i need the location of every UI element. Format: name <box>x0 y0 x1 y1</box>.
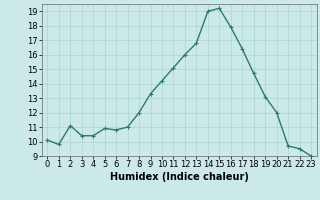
X-axis label: Humidex (Indice chaleur): Humidex (Indice chaleur) <box>110 172 249 182</box>
